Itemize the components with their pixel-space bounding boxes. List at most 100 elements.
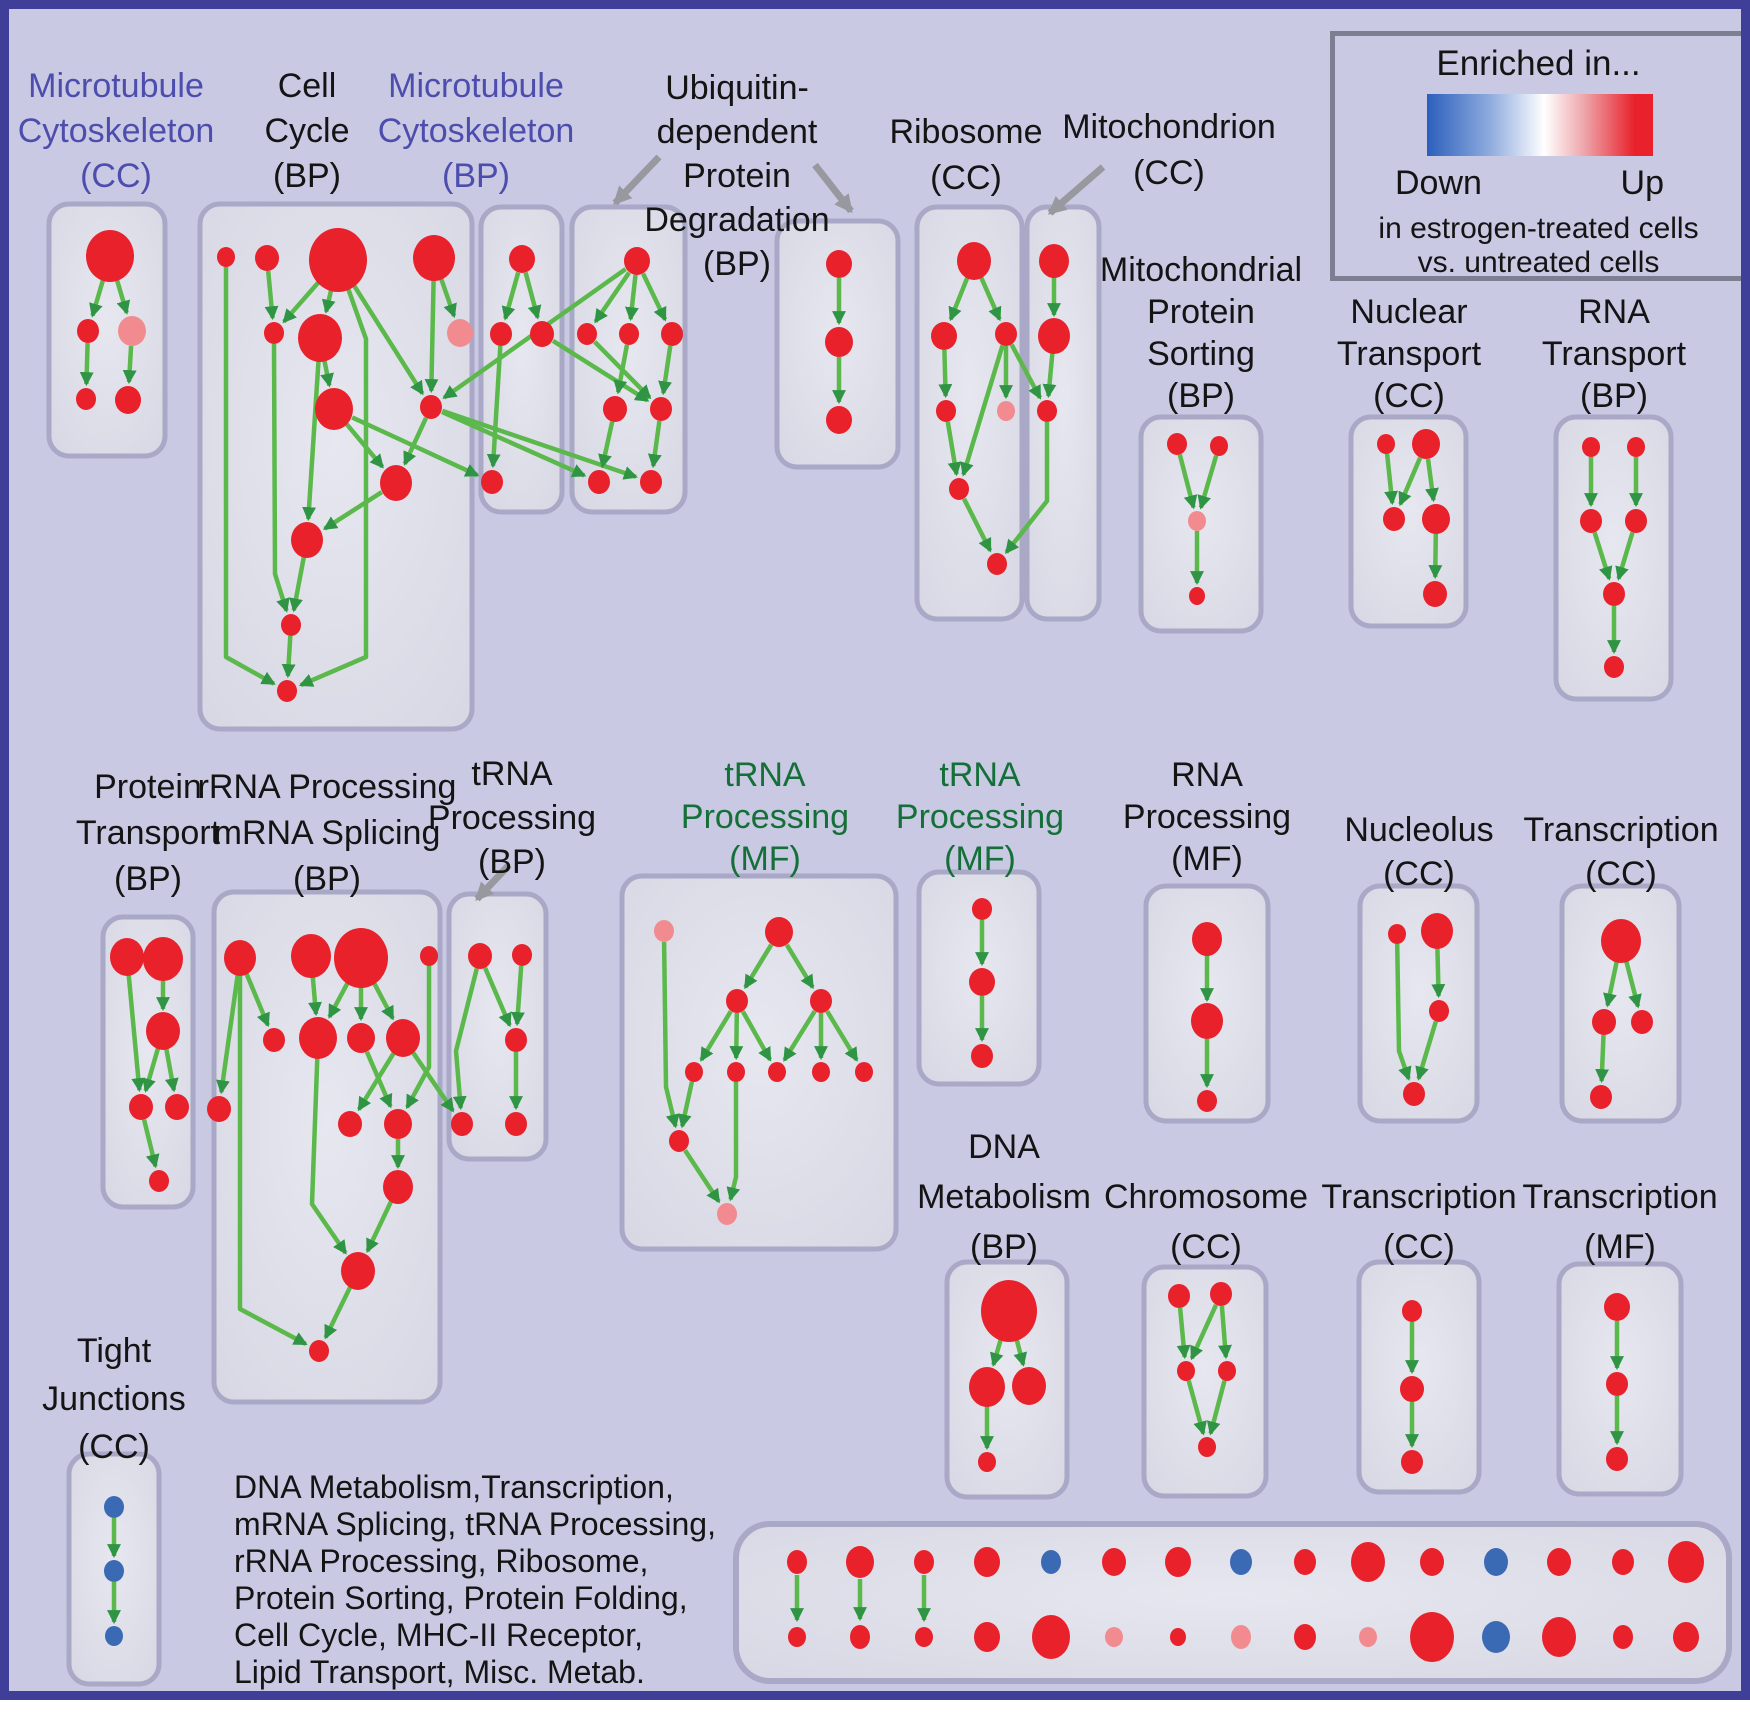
gene-node-o5 xyxy=(1198,1437,1216,1457)
gene-node-h1 xyxy=(972,898,992,920)
edge-arrow xyxy=(411,1051,455,1113)
edge-arrow xyxy=(658,345,673,396)
gene-node-s3 xyxy=(1188,511,1206,531)
edge-arrow xyxy=(1428,533,1443,580)
edge-arrow xyxy=(1415,1020,1438,1081)
gene-node-q1 xyxy=(86,230,134,282)
gene-node-d4 xyxy=(978,1452,996,1472)
gene-node-n3 xyxy=(1383,507,1405,531)
edge-arrow xyxy=(302,360,321,522)
gene-node-n2 xyxy=(1412,429,1440,459)
edge-arrow xyxy=(1206,1380,1227,1436)
gene-node-p2 xyxy=(143,937,183,981)
edge-arrow xyxy=(281,635,296,679)
gene-node-e3 xyxy=(334,928,388,988)
gene-node-n4 xyxy=(1422,504,1450,534)
label-pointer-arrow xyxy=(612,154,662,206)
gene-node-u8 xyxy=(640,470,662,494)
edge-arrow xyxy=(282,281,320,324)
gene-node-p4 xyxy=(129,1094,153,1120)
gene-node-c10 xyxy=(380,465,412,501)
edge-arrow xyxy=(510,965,525,1027)
gene-node-q2 xyxy=(77,319,99,343)
edge-arrow xyxy=(1603,961,1619,1008)
gene-node-strip-bottom-4 xyxy=(974,1622,1000,1652)
gene-node-strip-top-2 xyxy=(846,1546,874,1578)
gene-node-e8 xyxy=(386,1019,420,1057)
gene-node-s1 xyxy=(1167,433,1187,455)
gene-node-o1 xyxy=(1168,1284,1190,1308)
gene-node-w2 xyxy=(1400,1376,1424,1402)
gene-node-i2 xyxy=(1191,1003,1223,1039)
edge-arrow xyxy=(683,1148,721,1204)
gene-node-g7 xyxy=(812,1062,830,1082)
gene-node-o3 xyxy=(1177,1361,1195,1381)
gene-node-strip-top-13 xyxy=(1547,1548,1571,1576)
gene-node-strip-bottom-8 xyxy=(1231,1625,1251,1649)
edge-arrow xyxy=(938,349,953,399)
gene-node-t1 xyxy=(1039,244,1069,278)
gene-node-e9 xyxy=(207,1096,231,1122)
edge-arrow xyxy=(372,981,395,1021)
gene-node-c4 xyxy=(413,235,455,281)
gene-node-r4 xyxy=(936,400,956,422)
gene-node-c9 xyxy=(420,395,442,419)
gene-node-strip-bottom-10 xyxy=(1359,1627,1377,1647)
legend-title: Enriched in... xyxy=(1436,44,1641,83)
gene-node-r3 xyxy=(995,322,1017,346)
gene-node-d3 xyxy=(1012,1367,1046,1405)
edge-arrow xyxy=(1431,947,1446,999)
edge-arrow xyxy=(365,1200,394,1253)
label-pointer-arrow xyxy=(474,862,512,902)
edge-arrow xyxy=(223,267,276,686)
legend-up-label: Up xyxy=(1620,164,1664,202)
gene-node-r1 xyxy=(957,242,991,280)
group-box-dna xyxy=(944,1259,1070,1500)
gene-node-g5 xyxy=(727,1062,745,1082)
gene-node-a5 xyxy=(1603,582,1625,606)
edge-arrow xyxy=(661,941,680,1129)
edge-arrow xyxy=(356,1052,396,1112)
misc-text-line: Protein Sorting, Protein Folding, xyxy=(234,1580,688,1616)
gene-node-k3 xyxy=(1631,1010,1653,1034)
gene-node-o2 xyxy=(1210,1282,1232,1306)
gene-node-t3 xyxy=(1037,400,1057,422)
group-box-bottom-strip xyxy=(733,1521,1732,1684)
edge-arrow xyxy=(740,1010,773,1062)
edge-arrow xyxy=(327,981,350,1019)
gene-node-g3 xyxy=(810,989,832,1013)
gene-node-p1 xyxy=(110,938,144,976)
gene-node-u3 xyxy=(619,323,639,345)
edge-arrow xyxy=(1398,456,1423,507)
gene-node-r7 xyxy=(987,553,1007,575)
gene-node-e14 xyxy=(309,1340,329,1362)
gene-node-a3 xyxy=(1580,509,1602,533)
gene-node-r5 xyxy=(997,401,1015,421)
gene-node-u7 xyxy=(588,470,610,494)
legend-box: Enriched in... Down Up in estrogen-treat… xyxy=(1330,31,1741,281)
edge-arrow xyxy=(598,421,615,469)
gene-node-f2 xyxy=(512,944,532,966)
edge-arrow xyxy=(309,1057,348,1255)
edge-arrow xyxy=(677,1081,695,1129)
edge-arrow xyxy=(593,271,631,324)
group-box-mtbp xyxy=(478,204,565,515)
label-pointer-arrow xyxy=(1047,164,1106,216)
edge-arrow xyxy=(825,1010,859,1062)
edge-arrow xyxy=(1197,454,1219,510)
edge-arrow xyxy=(308,976,322,1017)
gene-node-x1 xyxy=(1604,1293,1630,1321)
gene-node-f3 xyxy=(505,1028,527,1052)
gene-node-strip-bottom-14 xyxy=(1613,1625,1633,1649)
gene-node-c2 xyxy=(255,245,279,271)
edge-arrow xyxy=(979,276,1002,322)
edge-arrow xyxy=(1177,454,1198,510)
gene-node-p5 xyxy=(165,1094,189,1120)
edge-arrow xyxy=(402,416,429,466)
gene-node-w3 xyxy=(1401,1450,1423,1474)
gene-node-i1 xyxy=(1192,922,1222,956)
legend-subtitle-line2: vs. untreated cells xyxy=(1417,246,1660,279)
gene-node-e13 xyxy=(341,1252,375,1290)
